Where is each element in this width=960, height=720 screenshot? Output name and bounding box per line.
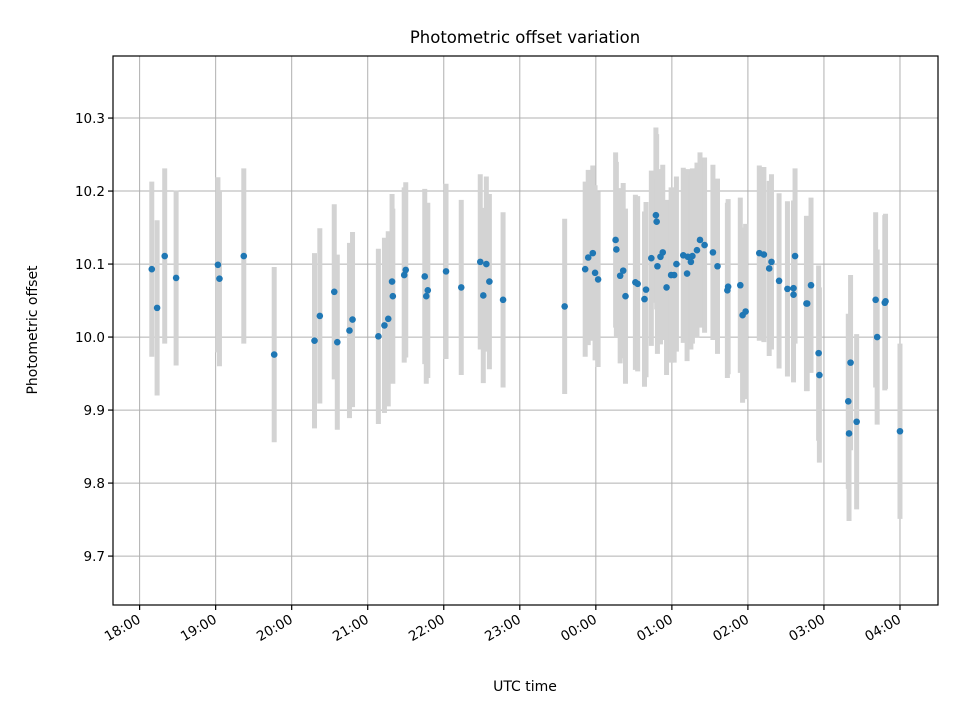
data-point xyxy=(589,249,597,257)
data-point xyxy=(709,249,717,256)
y-axis-label: Photometric offset xyxy=(25,265,41,395)
data-point xyxy=(653,218,660,226)
data-point xyxy=(634,280,641,288)
data-point xyxy=(424,287,432,294)
y-axis-ticks: 9.7 9.8 9.9 10.0 10.1 10.2 10.3 xyxy=(75,111,113,565)
data-point xyxy=(349,316,356,323)
data-point xyxy=(476,258,484,266)
data-point xyxy=(847,359,854,366)
data-point xyxy=(790,291,797,299)
data-point xyxy=(483,260,490,268)
data-point xyxy=(388,278,396,285)
data-point xyxy=(803,300,811,307)
data-point xyxy=(641,295,648,303)
data-point xyxy=(381,322,388,329)
data-point xyxy=(790,284,797,292)
data-point xyxy=(346,327,353,334)
data-point xyxy=(844,398,852,405)
data-point xyxy=(479,292,487,299)
data-point xyxy=(619,267,627,274)
data-point xyxy=(499,296,507,304)
data-point xyxy=(594,276,602,283)
data-point xyxy=(172,274,180,282)
data-point xyxy=(816,371,823,379)
data-point xyxy=(486,278,493,285)
data-point xyxy=(330,288,338,296)
y-tick-label: 10.3 xyxy=(75,111,105,127)
data-point xyxy=(334,338,341,346)
data-point xyxy=(873,333,881,341)
data-point xyxy=(457,284,465,291)
plot-frame xyxy=(112,55,939,606)
data-point xyxy=(402,266,410,274)
data-point xyxy=(760,251,768,258)
data-point xyxy=(689,252,696,260)
data-point xyxy=(714,262,721,270)
data-point xyxy=(622,292,629,300)
data-point xyxy=(216,275,223,282)
data-point xyxy=(784,285,791,293)
data-point xyxy=(148,265,156,273)
data-points xyxy=(148,211,904,437)
data-point xyxy=(442,268,450,275)
data-point xyxy=(737,281,744,289)
data-point xyxy=(696,236,704,244)
data-point xyxy=(742,308,749,315)
y-tick-label: 10.2 xyxy=(75,184,105,200)
data-point xyxy=(765,265,773,272)
chart-title: Photometric offset variation xyxy=(410,28,640,47)
data-point xyxy=(670,271,678,279)
plot-area xyxy=(113,56,938,605)
y-tick-label: 10.0 xyxy=(75,330,105,346)
data-point xyxy=(659,249,667,256)
data-point xyxy=(591,269,599,277)
data-point xyxy=(673,260,680,268)
data-point xyxy=(683,270,691,277)
data-point xyxy=(616,272,624,280)
data-point xyxy=(612,236,619,244)
data-point xyxy=(581,265,589,273)
data-point xyxy=(724,283,732,290)
data-point xyxy=(663,284,670,291)
y-tick-label: 10.1 xyxy=(75,257,105,273)
data-point xyxy=(652,211,660,219)
data-point xyxy=(375,333,382,340)
data-point xyxy=(214,261,222,269)
data-point xyxy=(400,271,408,279)
data-point xyxy=(654,262,661,270)
y-tick-label: 9.9 xyxy=(84,403,105,419)
data-point xyxy=(775,277,783,285)
data-point xyxy=(384,315,392,323)
data-point xyxy=(815,349,822,357)
data-point xyxy=(853,418,860,426)
x-axis-label: UTC time xyxy=(493,679,557,695)
data-point xyxy=(161,252,169,260)
data-point xyxy=(896,427,904,435)
data-point xyxy=(561,303,568,310)
y-tick-label: 9.7 xyxy=(84,549,105,565)
data-point xyxy=(872,296,879,304)
data-point xyxy=(648,254,655,262)
data-point xyxy=(421,273,429,280)
data-point xyxy=(316,312,324,320)
data-point xyxy=(791,252,799,260)
data-point xyxy=(807,281,815,289)
data-point xyxy=(240,252,248,260)
data-point xyxy=(153,304,161,312)
data-point xyxy=(311,337,318,345)
data-point xyxy=(701,241,708,249)
data-point xyxy=(845,430,853,437)
data-point xyxy=(642,286,650,293)
data-point xyxy=(613,246,620,253)
data-point xyxy=(270,351,278,358)
data-point xyxy=(882,297,889,305)
data-point xyxy=(389,292,397,300)
data-point xyxy=(422,292,430,300)
data-point xyxy=(768,258,775,266)
y-tick-label: 9.8 xyxy=(84,476,105,492)
data-point xyxy=(584,254,592,261)
data-point xyxy=(693,246,701,254)
data-point xyxy=(687,258,695,266)
